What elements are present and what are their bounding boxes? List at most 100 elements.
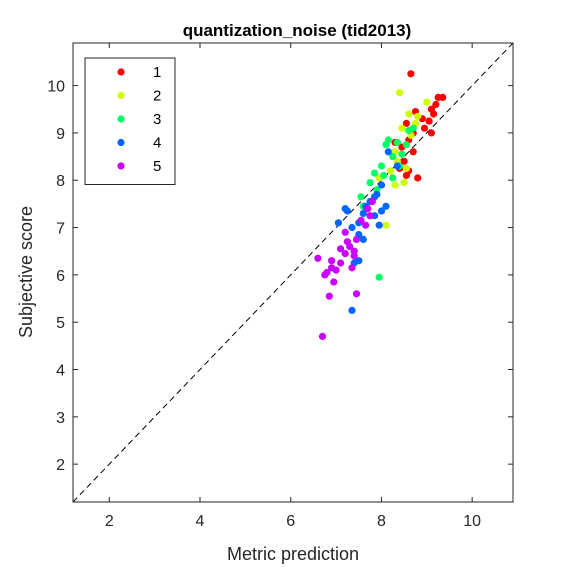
data-point-series-5: [341, 228, 349, 236]
data-point-series-5: [314, 254, 322, 262]
data-point-series-3: [366, 179, 374, 187]
data-point-series-5: [350, 247, 358, 255]
data-point-series-2: [398, 124, 406, 132]
x-tick-label: 10: [463, 513, 481, 530]
data-point-series-5: [368, 197, 376, 206]
data-point-series-4: [359, 209, 367, 217]
data-point-series-4: [359, 235, 367, 243]
y-tick-label: 7: [56, 221, 65, 238]
legend-label-4: 4: [153, 135, 161, 152]
data-point-series-5: [362, 221, 370, 229]
legend-label-3: 3: [153, 111, 161, 128]
data-point-series-1: [420, 124, 429, 132]
y-tick-label: 10: [47, 79, 65, 96]
data-point-series-5: [318, 332, 327, 340]
data-point-series-4: [375, 221, 383, 229]
data-point-series-1: [407, 70, 415, 78]
data-point-series-3: [357, 193, 365, 201]
data-point-series-1: [414, 174, 422, 182]
x-tick-label: 6: [286, 513, 295, 530]
identity-line: [72, 42, 514, 503]
data-point-series-4: [355, 257, 363, 265]
reference-line-group: [72, 42, 514, 503]
data-point-series-5: [337, 259, 345, 267]
data-point-series-1: [430, 110, 438, 118]
legend-label-5: 5: [153, 158, 161, 175]
legend-marker-2: [117, 91, 125, 100]
legend-marker-1: [117, 68, 125, 76]
legend-marker-5: [117, 162, 125, 170]
legend-box: [84, 57, 176, 185]
y-tick-label: 9: [56, 126, 65, 143]
y-tick-label: 2: [56, 457, 65, 474]
data-point-series-4: [334, 219, 342, 227]
data-point-series-3: [409, 124, 417, 132]
data-point-series-5: [328, 257, 336, 265]
y-tick-label: 8: [56, 173, 65, 190]
data-point-series-5: [346, 242, 354, 251]
axis-ticks: 2 4 6 8 10 2 3 4 5 6 7 8 9 10: [47, 43, 513, 530]
data-point-series-3: [398, 150, 406, 158]
legend-label-2: 2: [153, 88, 161, 105]
data-point-series-5: [325, 292, 333, 300]
x-tick-label: 4: [196, 513, 205, 530]
legend: 1 2 3 4 5: [84, 57, 176, 185]
data-point-series-3: [393, 138, 401, 146]
data-point-series-5: [348, 264, 356, 272]
data-point-series-5: [330, 278, 338, 286]
data-point-series-3: [402, 141, 410, 149]
y-tick-label: 3: [56, 410, 65, 427]
data-point-series-3: [384, 136, 392, 144]
data-point-series-4: [377, 207, 386, 215]
data-point-series-5: [364, 205, 372, 213]
data-point-series-5: [352, 235, 361, 243]
data-point-series-1: [427, 129, 435, 137]
y-tick-label: 4: [56, 363, 65, 380]
data-point-series-2: [414, 112, 422, 120]
y-tick-label: 6: [56, 268, 65, 285]
x-tick-label: 2: [105, 513, 114, 530]
data-point-series-2: [391, 181, 399, 189]
y-tick-label: 5: [56, 315, 65, 332]
data-point-series-2: [402, 164, 410, 172]
legend-marker-3: [117, 115, 125, 123]
x-tick-label: 8: [377, 513, 386, 530]
data-point-series-1: [409, 148, 417, 156]
data-point-series-3: [389, 174, 397, 182]
data-point-series-5: [341, 250, 349, 258]
data-point-series-2: [396, 89, 404, 97]
chart-title: quantization_noise (tid2013): [183, 21, 412, 40]
data-point-series-2: [382, 221, 390, 229]
data-point-series-2: [400, 179, 408, 187]
data-point-series-1: [400, 157, 408, 165]
legend-label-1: 1: [153, 64, 161, 81]
y-axis-label: Subjective score: [16, 206, 36, 338]
data-point-series-3: [375, 273, 383, 281]
data-point-series-4: [384, 148, 392, 156]
data-point-series-5: [321, 271, 329, 279]
data-point-series-2: [405, 110, 413, 118]
data-point-series-4: [373, 190, 381, 198]
data-point-series-5: [337, 245, 345, 253]
data-point-series-1: [425, 117, 433, 125]
data-point-series-4: [393, 162, 401, 170]
data-point-series-3: [380, 171, 388, 180]
data-point-series-4: [377, 181, 386, 189]
data-points: [314, 70, 447, 340]
data-point-series-1: [432, 100, 440, 109]
data-point-series-4: [341, 205, 349, 213]
data-point-series-5: [352, 290, 361, 298]
data-point-series-3: [377, 162, 386, 170]
data-point-series-4: [382, 202, 390, 210]
data-point-series-4: [348, 223, 356, 232]
data-point-series-2: [386, 167, 395, 175]
data-point-series-1: [402, 119, 410, 127]
data-point-series-2: [423, 98, 431, 106]
data-point-series-5: [357, 216, 365, 224]
data-point-series-3: [389, 153, 397, 161]
data-point-series-4: [348, 306, 356, 314]
x-axis-label: Metric prediction: [227, 544, 359, 564]
plot-frame: [72, 42, 514, 503]
data-point-series-1: [439, 93, 447, 101]
